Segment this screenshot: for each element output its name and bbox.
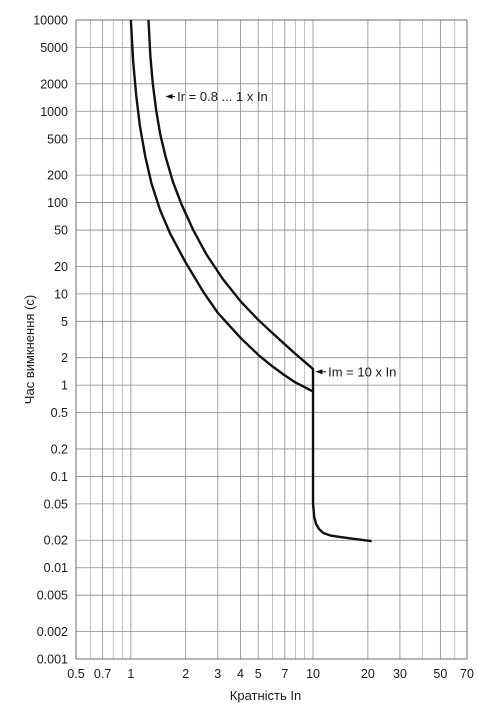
x-tick-label: 4 <box>237 667 244 681</box>
grid <box>75 19 468 660</box>
y-tick-label: 0.002 <box>37 625 68 639</box>
y-tick-label: 200 <box>47 169 68 183</box>
x-tick-label: 2 <box>182 667 189 681</box>
y-tick-label: 50 <box>54 224 68 238</box>
y-tick-label: 2000 <box>40 77 68 91</box>
y-tick-label: 0.2 <box>51 442 68 456</box>
x-tick-label: 0.5 <box>67 667 84 681</box>
x-tick-label: 20 <box>361 667 375 681</box>
y-tick-label: 500 <box>47 132 68 146</box>
y-tick-label: 5 <box>61 315 68 329</box>
y-tick-label: 100 <box>47 196 68 210</box>
y-tick-label: 0.02 <box>44 534 68 548</box>
y-tick-label: 1000 <box>40 105 68 119</box>
x-tick-label: 5 <box>255 667 262 681</box>
annotations: Ir = 0.8 ... 1 x In Im = 10 x In <box>165 89 396 379</box>
y-axis-title: Час вимкнення (с) <box>22 295 37 404</box>
annotation-label: Im = 10 x In <box>328 364 396 379</box>
y-tick-label: 0.5 <box>51 406 68 420</box>
x-tick-label: 3 <box>214 667 221 681</box>
y-tick-label: 0.1 <box>51 470 68 484</box>
x-tick-label: 70 <box>460 667 474 681</box>
x-tick-label: 7 <box>281 667 288 681</box>
annotation-arrowhead <box>165 94 173 100</box>
x-tick-label: 1 <box>127 667 134 681</box>
plot-frame <box>75 19 468 660</box>
x-axis-title: Кратність In <box>230 688 301 703</box>
y-tick-label: 10000 <box>33 14 68 28</box>
x-tick-label: 50 <box>433 667 447 681</box>
y-tick-label: 10 <box>54 287 68 301</box>
annotation-arrowhead <box>315 369 323 375</box>
y-tick-label: 0.05 <box>44 497 68 511</box>
upper-tripping-curve <box>147 19 315 392</box>
y-tick-label: 2 <box>61 351 68 365</box>
tick-labels: 0.5 0.7 1 2 3 4 5 7 10 20 30 50 70100005000200010005… <box>33 14 474 682</box>
y-tick-label: 20 <box>54 260 68 274</box>
x-tick-label: 0.7 <box>94 667 111 681</box>
x-tick-label: 10 <box>306 667 320 681</box>
y-tick-label: 1 <box>61 379 68 393</box>
y-tick-label: 5000 <box>40 41 68 55</box>
y-tick-label: 0.01 <box>44 561 68 575</box>
x-tick-label: 30 <box>393 667 407 681</box>
lower-tripping-curve <box>129 19 372 543</box>
y-tick-label: 0.005 <box>37 589 68 603</box>
curves <box>129 19 372 543</box>
annotation-label: Ir = 0.8 ... 1 x In <box>177 89 268 104</box>
y-tick-label: 0.001 <box>37 653 68 667</box>
